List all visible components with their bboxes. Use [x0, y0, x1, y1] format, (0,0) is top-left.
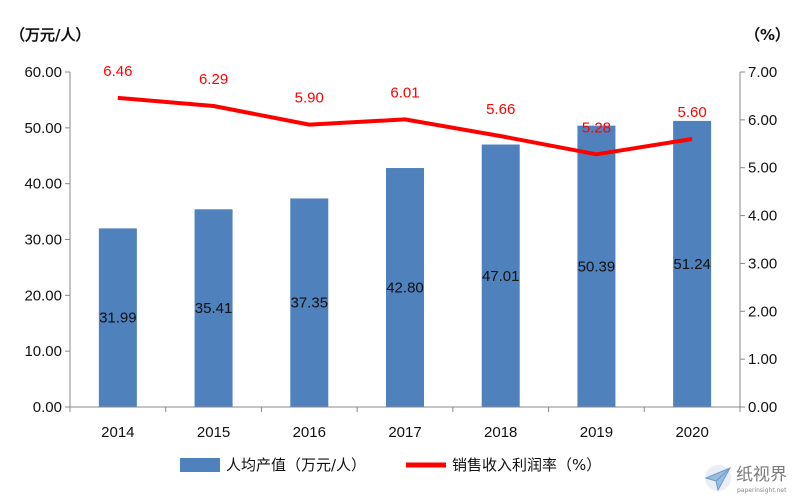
bars-layer	[98, 120, 712, 408]
axes-layer: 0.00 10.00 20.00 30.00 40.00 50.00 60.00 0.00 1…	[10, 26, 790, 441]
left-tick-label: 0.00	[33, 399, 62, 416]
paper-plane-logo-icon	[704, 465, 732, 492]
bar-data-label: 35.41	[195, 300, 233, 317]
left-tick-label: 40.00	[24, 176, 62, 193]
line-data-label: 5.28	[582, 119, 611, 136]
right-tick-label: 4.00	[748, 208, 777, 225]
watermark-url: paperinsight.net	[737, 487, 787, 494]
left-tick-label: 50.00	[24, 120, 62, 137]
bar-2015	[194, 209, 233, 407]
bar-2014	[98, 228, 137, 407]
legend-bar-label: 人均产值（万元/人）	[226, 456, 366, 474]
right-tick-label: 7.00	[748, 64, 777, 81]
x-tick-label: 2017	[388, 424, 421, 441]
bar-data-label: 31.99	[99, 310, 137, 327]
line-data-label: 6.01	[390, 84, 419, 101]
left-tick-label: 60.00	[24, 64, 62, 81]
x-tick-label: 2020	[675, 424, 708, 441]
x-axis-ticks: 2014 2015 2016 2017 2018 2019 2020	[69, 407, 741, 441]
line-data-label: 5.60	[678, 104, 707, 121]
bar-2020	[673, 120, 712, 407]
bar-data-label: 42.80	[386, 280, 424, 297]
legend: 人均产值（万元/人） 销售收入利润率（%）	[180, 456, 601, 474]
bar-data-label: 50.39	[578, 258, 616, 275]
x-tick-label: 2014	[101, 424, 134, 441]
right-tick-label: 1.00	[748, 351, 777, 368]
bar-2019	[577, 125, 616, 408]
bar-2018	[481, 144, 520, 407]
right-tick-label: 5.00	[748, 160, 777, 177]
x-tick-label: 2018	[484, 424, 517, 441]
right-tick-label: 2.00	[748, 303, 777, 320]
bar-data-label: 51.24	[673, 256, 711, 273]
legend-line-label: 销售收入利润率（%）	[452, 456, 601, 474]
right-axis-ticks: 0.00 1.00 2.00 3.00 4.00 5.00 6.00 7.00	[740, 64, 777, 416]
left-tick-label: 30.00	[24, 232, 62, 249]
bar-data-label: 47.01	[482, 268, 520, 285]
line-data-label: 5.90	[295, 90, 324, 107]
left-tick-label: 10.00	[24, 343, 62, 360]
watermark-brand: 纸视界	[736, 465, 787, 485]
right-tick-label: 3.00	[748, 255, 777, 272]
right-axis-unit: （%）	[745, 26, 790, 44]
left-tick-label: 20.00	[24, 287, 62, 304]
left-axis-unit: （万元/人）	[10, 26, 90, 44]
line-layer	[117, 95, 693, 157]
line-data-label: 6.29	[199, 71, 228, 88]
left-axis-ticks: 0.00 10.00 20.00 30.00 40.00 50.00 60.00	[24, 64, 70, 416]
x-tick-label: 2019	[580, 424, 613, 441]
x-tick-label: 2015	[197, 424, 230, 441]
bar-2017	[386, 168, 424, 407]
right-tick-label: 6.00	[748, 112, 777, 129]
line-data-label: 6.46	[103, 63, 132, 80]
line-data-label: 5.66	[486, 101, 515, 118]
data-labels-layer: 31.99 35.41 37.35 42.80 47.01 50.39 51.24 6.46 6…	[99, 63, 711, 327]
legend-bar-swatch	[180, 458, 220, 472]
right-tick-label: 0.00	[748, 399, 777, 416]
x-tick-label: 2016	[293, 424, 326, 441]
bar-2016	[290, 198, 329, 407]
bar-data-label: 37.35	[291, 295, 329, 312]
watermark: 纸视界 paperinsight.net	[704, 465, 787, 494]
